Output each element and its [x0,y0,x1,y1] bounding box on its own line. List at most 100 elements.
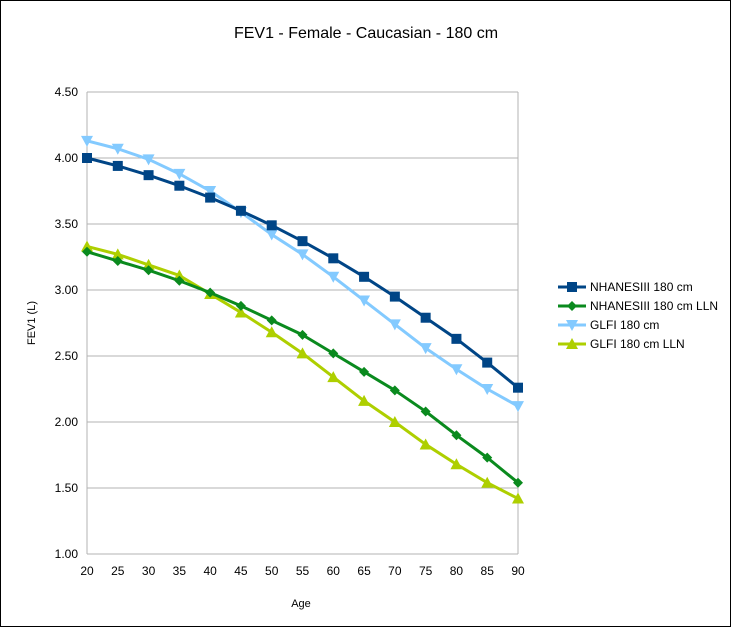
data-point [389,291,400,302]
data-point [567,282,577,292]
y-tick-label: 3.00 [55,283,79,297]
legend-label: GLFI 180 cm [590,318,659,332]
data-point [566,338,578,349]
data-point [481,476,494,488]
data-point [328,348,339,359]
data-point [234,306,247,318]
y-tick-label: 4.00 [55,151,79,165]
data-point [388,319,401,331]
data-point [359,366,370,377]
data-point [174,180,185,191]
x-axis-label: Age [291,598,311,610]
data-point [451,430,462,441]
x-tick-label: 60 [327,564,341,578]
legend-item: GLFI 180 cm LLN [558,337,685,351]
data-point [205,287,216,298]
y-tick-label: 4.50 [55,85,79,99]
data-point [513,477,523,488]
data-point [112,160,123,171]
series-nhanesiii-180-cm [82,153,523,393]
data-point [482,452,493,463]
data-point [327,371,340,383]
data-point [388,416,401,427]
data-point [265,229,278,241]
data-point [297,236,308,247]
data-point [173,269,186,281]
data-point [266,220,277,231]
x-tick-label: 50 [265,564,279,578]
y-tick-label: 2.00 [55,415,79,429]
legend-label: GLFI 180 cm LLN [590,337,685,351]
x-tick-label: 35 [173,564,187,578]
chart-title: FEV1 - Female - Caucasian - 180 cm [234,25,498,42]
y-tick-label: 2.50 [55,349,79,363]
data-point [174,275,185,286]
legend-label: NHANESIII 180 cm [590,280,693,294]
series-line [86,244,519,500]
x-tick-label: 80 [450,564,464,578]
data-point [512,492,524,504]
data-point [389,385,400,396]
y-axis-label: FEV1 (L) [26,301,38,345]
x-tick-label: 40 [203,564,217,578]
data-point [205,192,216,203]
data-point [327,271,340,283]
data-point [420,406,431,417]
legend-item: NHANESIII 180 cm [558,280,693,294]
data-point [513,382,523,393]
data-point [482,357,493,368]
legend-label: NHANESIII 180 cm LLN [590,299,718,313]
data-point [235,300,246,311]
data-point [111,143,124,155]
x-tick-label: 25 [111,564,125,578]
x-tick-label: 20 [80,564,94,578]
series-glfi-180-cm-lln [81,240,524,504]
data-point [173,168,186,180]
data-point [566,320,578,331]
data-point [512,401,524,413]
x-tick-label: 30 [142,564,156,578]
data-point [112,255,123,266]
data-point [81,240,93,252]
data-point [296,249,309,261]
data-point [358,394,371,406]
data-point [142,258,155,270]
data-point [82,246,92,257]
data-point [450,364,463,376]
data-point [420,312,431,323]
data-point [204,186,217,197]
data-point [481,384,494,395]
data-point [296,347,309,359]
x-tick-label: 70 [388,564,402,578]
data-point [359,271,370,282]
data-point [266,315,277,326]
data-point [143,265,154,276]
data-point [450,458,463,470]
data-point [111,248,124,260]
series-glfi-180-cm [81,135,524,413]
data-point [419,343,432,355]
legend-item: NHANESIII 180 cm LLN [558,299,718,313]
x-tick-label: 55 [296,564,310,578]
y-tick-label: 1.00 [55,547,79,561]
y-tick-label: 3.50 [55,217,79,231]
data-point [451,333,462,344]
data-point [143,170,154,181]
x-tick-label: 75 [419,564,433,578]
data-point [419,438,432,450]
y-tick-label: 1.50 [55,481,79,495]
data-point [358,295,371,307]
x-tick-label: 90 [511,564,525,578]
x-tick-label: 45 [234,564,248,578]
data-point [328,253,339,264]
data-point [81,135,93,147]
data-point [142,154,155,166]
x-tick-label: 65 [357,564,371,578]
data-point [297,329,308,340]
data-point [82,153,92,163]
data-point [235,205,246,216]
data-point [567,301,577,311]
series-nhanesiii-180-cm-lln [82,246,523,488]
